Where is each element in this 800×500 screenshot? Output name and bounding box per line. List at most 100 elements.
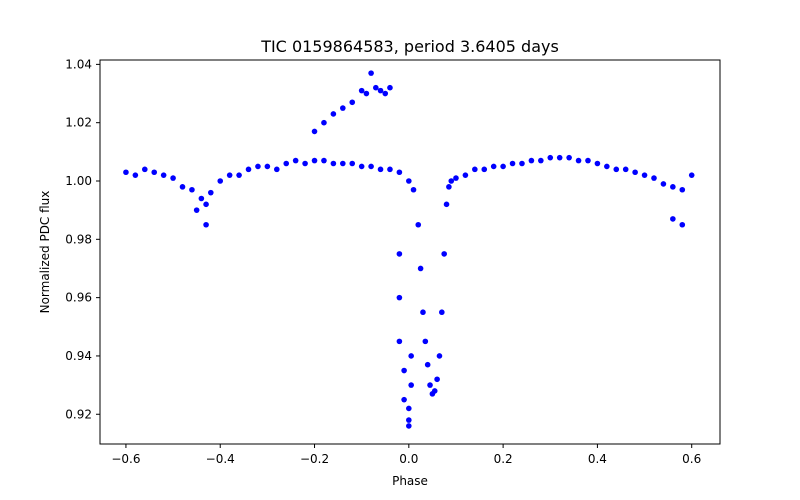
- data-point: [132, 172, 139, 178]
- data-point: [311, 157, 318, 164]
- data-point: [340, 105, 346, 111]
- x-tick-label: 0.2: [494, 452, 513, 466]
- data-point: [292, 157, 299, 164]
- data-point: [453, 175, 459, 181]
- data-point: [406, 178, 412, 184]
- data-point: [274, 166, 280, 173]
- data-point: [408, 353, 414, 359]
- data-point: [245, 166, 252, 173]
- y-tick-label: 1.00: [65, 174, 92, 188]
- data-point: [368, 163, 374, 170]
- data-point: [170, 175, 176, 181]
- y-tick-label: 0.98: [65, 232, 92, 246]
- data-point: [417, 265, 424, 272]
- data-point: [622, 166, 629, 173]
- data-point: [226, 172, 233, 178]
- data-point: [217, 178, 224, 184]
- data-point: [198, 195, 205, 202]
- data-point: [193, 207, 200, 213]
- data-point: [415, 221, 422, 228]
- data-points: [123, 70, 695, 429]
- plot-area-frame: [99, 59, 721, 445]
- data-point: [436, 353, 443, 359]
- data-point: [441, 251, 447, 257]
- x-tick-label: −0.4: [206, 452, 235, 466]
- data-point: [519, 160, 525, 167]
- data-point: [189, 186, 195, 193]
- x-tick-label: 0.0: [399, 452, 418, 466]
- data-point: [406, 423, 412, 429]
- data-point: [321, 119, 327, 126]
- data-point: [446, 184, 452, 190]
- data-point: [424, 361, 431, 368]
- data-point: [264, 163, 271, 170]
- data-point: [401, 396, 407, 403]
- data-point: [255, 163, 261, 170]
- data-point: [387, 84, 393, 91]
- data-point: [358, 163, 365, 170]
- data-point: [434, 376, 440, 383]
- data-point: [585, 157, 591, 164]
- data-point: [660, 181, 667, 187]
- data-point: [408, 382, 414, 388]
- data-point: [528, 157, 535, 164]
- data-point: [387, 166, 393, 173]
- data-point: [141, 166, 148, 173]
- data-point: [349, 99, 356, 106]
- data-point: [604, 163, 610, 170]
- data-point: [547, 154, 554, 161]
- data-point: [420, 309, 426, 316]
- data-point: [340, 160, 346, 167]
- data-point: [401, 367, 407, 374]
- data-point: [566, 154, 572, 161]
- data-point: [330, 111, 337, 117]
- data-point: [330, 160, 337, 167]
- data-point: [321, 157, 327, 164]
- data-point: [160, 172, 167, 178]
- data-point: [439, 309, 445, 316]
- data-point: [688, 172, 695, 178]
- x-axis-ticks: −0.6 −0.4 −0.2 0.0 0.2 0.4 0.6: [111, 444, 701, 466]
- x-tick-label: 0.6: [682, 452, 701, 466]
- data-point: [358, 87, 365, 94]
- y-tick-label: 0.92: [65, 407, 92, 421]
- data-point: [538, 157, 544, 164]
- y-axis-ticks: 0.92 0.94 0.96 0.98 1.00 1.02 1.04: [65, 57, 100, 421]
- y-tick-label: 1.02: [65, 116, 92, 130]
- data-point: [396, 294, 403, 301]
- data-point: [594, 160, 601, 167]
- data-point: [679, 186, 686, 193]
- x-tick-label: −0.2: [300, 452, 329, 466]
- data-point: [406, 405, 412, 412]
- data-point: [613, 166, 620, 173]
- y-axis-label: Normalized PDC flux: [38, 191, 52, 314]
- data-point: [422, 338, 429, 345]
- data-point: [670, 216, 676, 222]
- data-point: [382, 90, 389, 97]
- data-point: [151, 169, 158, 176]
- data-point: [363, 90, 370, 97]
- data-point: [472, 166, 478, 173]
- data-point: [443, 201, 450, 208]
- data-point: [311, 128, 318, 135]
- data-point: [373, 84, 379, 91]
- data-point: [556, 154, 563, 161]
- data-point: [302, 160, 308, 167]
- x-tick-label: 0.4: [588, 452, 607, 466]
- x-axis-label: Phase: [392, 474, 428, 488]
- data-point: [632, 169, 638, 176]
- data-point: [207, 189, 214, 196]
- data-point: [203, 221, 209, 228]
- data-point: [509, 160, 516, 167]
- data-point: [179, 184, 186, 190]
- data-point: [575, 157, 582, 164]
- data-point: [500, 163, 506, 170]
- data-point: [283, 160, 290, 167]
- data-point: [427, 382, 433, 388]
- data-point: [481, 166, 488, 173]
- data-point: [236, 172, 242, 178]
- data-point: [123, 169, 129, 176]
- data-point: [396, 169, 403, 176]
